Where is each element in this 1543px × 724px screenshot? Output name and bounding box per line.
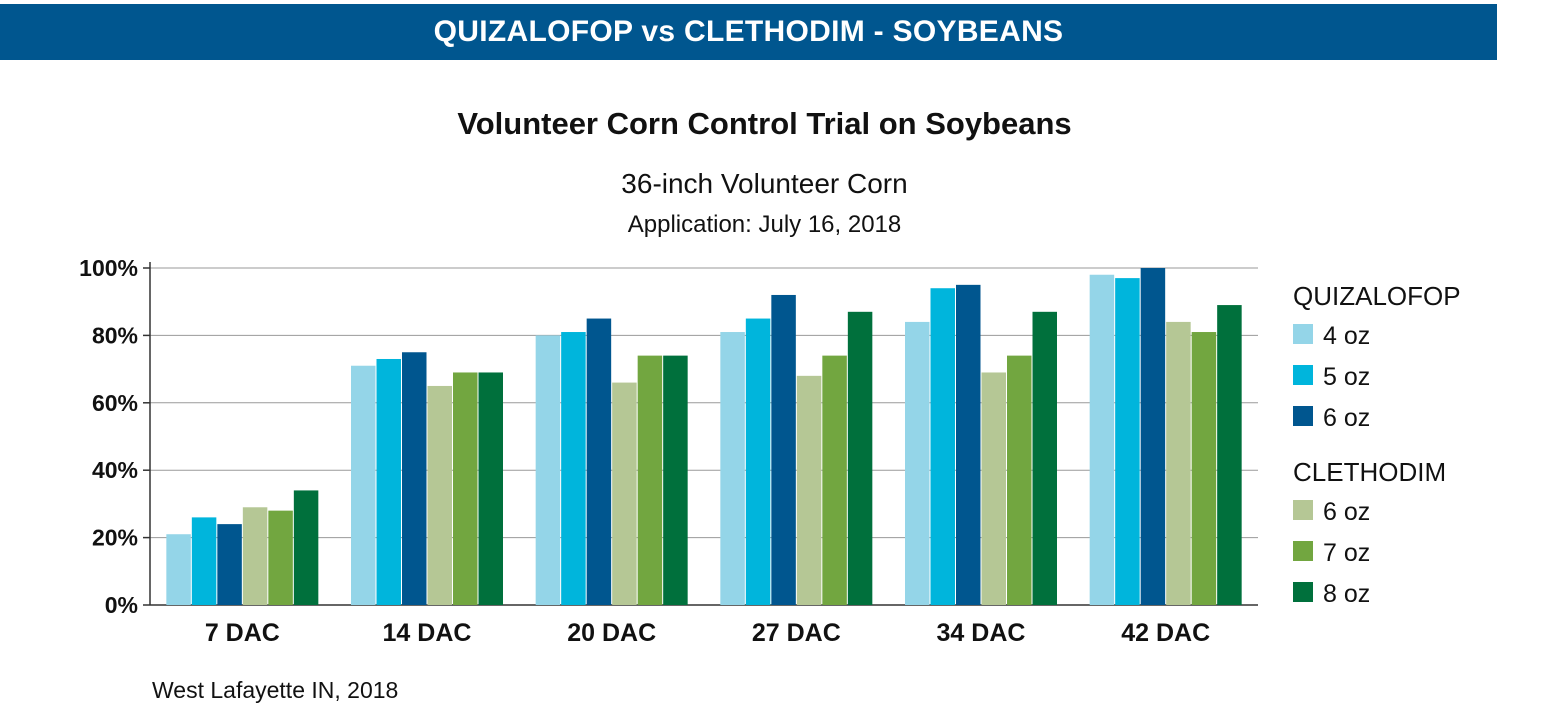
legend-swatch [1293,500,1313,520]
bar [771,294,796,605]
bar [1140,268,1166,605]
bar [191,517,217,605]
bar [1217,305,1242,605]
bar [351,365,376,605]
bar [745,318,771,605]
bar [981,372,1006,605]
bar [402,352,427,605]
chart-title: Volunteer Corn Control Trial on Soybeans [457,106,1072,141]
bar [268,510,293,605]
footnote: West Lafayette IN, 2018 [152,677,399,703]
chart-application-date: Application: July 16, 2018 [627,211,902,238]
bar [637,355,663,605]
bar [166,534,191,605]
legend-swatch [1293,541,1313,561]
legend-label: 6 oz [1323,498,1370,526]
bar [1089,274,1115,605]
legend-group-title: QUIZALOFOP [1293,281,1461,311]
legend-swatch [1293,324,1313,344]
bar [1007,355,1032,605]
x-tick-label: 20 DAC [567,619,656,647]
bar [612,382,637,605]
y-tick-label: 60% [92,390,138,416]
legend-group-title: CLETHODIM [1293,457,1446,487]
y-tick-label: 40% [92,457,138,483]
bar [1191,332,1217,605]
bar [720,332,745,605]
bar [847,311,873,605]
legend-label: 4 oz [1323,322,1370,350]
bar [535,335,561,605]
bar [1032,311,1057,605]
bar [453,372,478,605]
legend-swatch [1293,582,1313,602]
bar [376,358,401,605]
legend-label: 8 oz [1323,580,1370,608]
legend-label: 5 oz [1323,363,1370,391]
bar [905,321,930,605]
x-tick-label: 34 DAC [937,619,1026,647]
bar [956,284,981,605]
chart-subtitle: 36-inch Volunteer Corn [621,168,908,199]
legend-label: 7 oz [1323,539,1370,567]
bar [478,372,503,605]
y-tick-label: 20% [92,525,138,551]
bar [930,288,955,605]
x-tick-label: 27 DAC [752,619,841,647]
x-tick-label: 7 DAC [205,619,280,647]
y-tick-label: 0% [105,592,138,618]
bar [663,355,688,605]
x-tick-label: 42 DAC [1121,619,1210,647]
bar [822,355,847,605]
x-tick-label: 14 DAC [383,619,472,647]
bar [796,375,822,605]
bar [242,507,268,605]
bar [427,385,452,605]
legend-swatch [1293,365,1313,385]
y-tick-label: 80% [92,322,138,348]
bar [1166,321,1191,605]
legend-swatch [1293,406,1313,426]
legend-label: 6 oz [1323,404,1370,432]
y-tick-label: 100% [79,255,138,281]
banner-title: QUIZALOFOP vs CLETHODIM - SOYBEANS [433,15,1064,48]
bar [586,318,612,605]
header-banner: QUIZALOFOP vs CLETHODIM - SOYBEANS [0,4,1497,60]
bar [1115,278,1140,605]
bar [217,524,242,605]
bar [293,490,319,605]
bar [561,332,586,605]
